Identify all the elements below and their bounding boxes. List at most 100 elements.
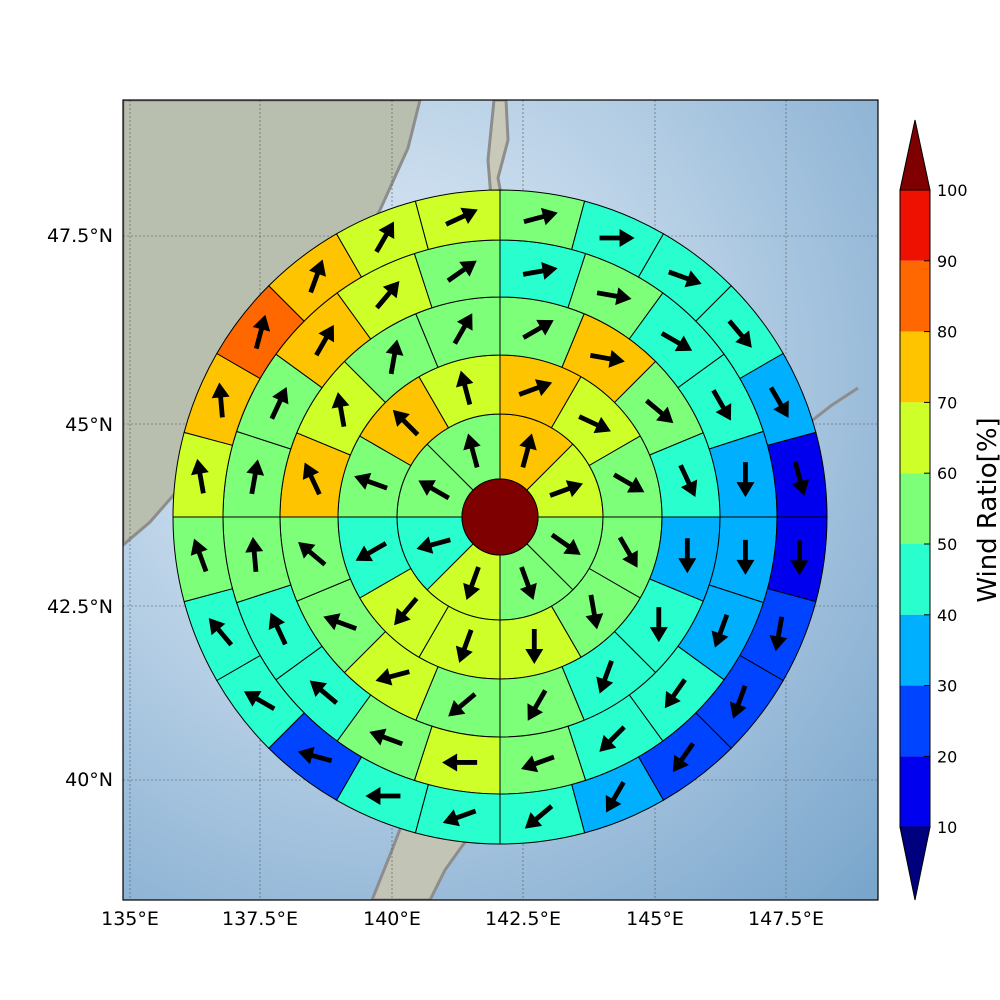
colorbar-tick-label: 10 (937, 818, 957, 837)
wind-arrow (394, 596, 419, 626)
wind-arrow (463, 566, 481, 600)
wind-arrow (208, 618, 234, 647)
wind-arrow (365, 787, 401, 806)
colorbar-frame (899, 189, 931, 828)
wind-arrow (268, 612, 288, 646)
wind-arrow (612, 472, 645, 493)
wind-arrow (585, 594, 604, 630)
wind-arrow (518, 379, 553, 397)
y-tick-label: 45°N (65, 414, 113, 436)
wind-arrow (523, 207, 558, 226)
plot-frame (122, 99, 879, 901)
wind-arrow (678, 464, 698, 497)
wind-arrow (617, 536, 638, 568)
wind-arrow (672, 742, 695, 773)
wind-arrow (711, 613, 730, 648)
colorbar-tick-label: 70 (937, 393, 957, 412)
wind-arrow (448, 692, 477, 717)
wind-arrow (664, 678, 687, 709)
wind-arrow (578, 414, 611, 434)
colorbar-tick-label: 60 (937, 464, 957, 483)
wind-arrow (605, 780, 626, 813)
wind-arrow (245, 536, 264, 573)
wind-arrow (375, 281, 400, 310)
x-axis-ticks: 135°E 137.5°E 140°E 142.5°E 145°E 147.5°… (101, 908, 824, 930)
colorbar-segment (900, 473, 930, 544)
y-tick-label: 40°N (65, 769, 113, 791)
colorbar-tick-label: 90 (937, 252, 957, 271)
wind-arrow (589, 350, 625, 368)
wind-arrow (211, 382, 230, 418)
wind-arrow (525, 628, 544, 664)
wind-arrow (550, 532, 581, 555)
colorbar-tick-label: 40 (937, 606, 957, 625)
wind-arrow (519, 433, 537, 468)
x-tick-label: 145°E (626, 908, 684, 930)
x-tick-label: 147.5°E (748, 908, 824, 930)
colorbar-tick-label: 50 (937, 535, 957, 554)
wind-arrow (190, 538, 209, 573)
wind-arrow (385, 339, 404, 375)
wind-arrow (599, 228, 635, 247)
wind-arrow (463, 433, 481, 468)
wind-arrow (736, 462, 755, 498)
wind-arrow (252, 314, 271, 350)
colorbar-segment (900, 756, 930, 828)
colorbar-segment (900, 614, 930, 686)
x-tick-label: 140°E (363, 908, 421, 930)
wind-arrow (302, 462, 322, 496)
wind-arrow (519, 566, 537, 600)
wind-arrow (191, 458, 209, 494)
wind-arrow (522, 319, 554, 340)
wind-arrow (323, 613, 358, 631)
wind-arrow (416, 536, 451, 554)
wind-arrow (599, 725, 626, 752)
wind-arrow (645, 398, 674, 424)
wind-arrow (649, 607, 668, 643)
colorbar-tick-label: 80 (937, 323, 957, 342)
wind-arrow (445, 207, 478, 227)
wind-arrow (309, 680, 339, 705)
wind-arrow (446, 260, 477, 283)
wind-arrow (355, 541, 388, 562)
wind-arrow (369, 728, 404, 747)
colorbar-extend-min (899, 826, 931, 901)
wind-arrow (314, 324, 335, 357)
wind-arrow (736, 539, 755, 575)
wind-arrow (297, 746, 333, 765)
wind-arrow (549, 480, 583, 498)
wind-arrow (769, 616, 788, 652)
wind-arrow (768, 386, 789, 418)
x-tick-label: 142.5°E (485, 908, 561, 930)
wind-arrow (596, 659, 614, 694)
wind-arrow (790, 540, 809, 576)
wind-arrow (442, 753, 478, 772)
colorbar-tick-label: 100 (937, 181, 968, 200)
colorbar-tick-label: 20 (937, 747, 957, 766)
x-tick-label: 135°E (101, 908, 159, 930)
wind-direction-arrows (190, 207, 810, 829)
wind-arrow (521, 754, 555, 773)
wind-arrow (522, 262, 558, 280)
colorbar-label: Wind Ratio[%] (973, 417, 1000, 602)
wind-arrow (660, 331, 693, 352)
wind-arrow (678, 538, 697, 574)
colorbar-segment (900, 402, 930, 474)
wind-arrow (298, 542, 327, 567)
colorbar-segment (900, 331, 930, 403)
y-axis-ticks: 40°N 42.5°N 45°N 47.5°N (47, 225, 113, 791)
wind-arrow (374, 221, 395, 254)
wind-sector (172, 431, 234, 518)
wind-arrow (455, 629, 474, 663)
colorbar-segment (900, 190, 930, 261)
wind-arrow (418, 480, 450, 501)
wind-arrow (308, 259, 326, 294)
wind-sector (499, 189, 586, 251)
x-tick-label: 137.5°E (222, 908, 298, 930)
wind-arrow (442, 808, 477, 827)
wind-arrow (392, 409, 420, 437)
colorbar-segment (900, 260, 930, 332)
colorbar-segment (900, 544, 930, 615)
center-disc (461, 478, 539, 556)
